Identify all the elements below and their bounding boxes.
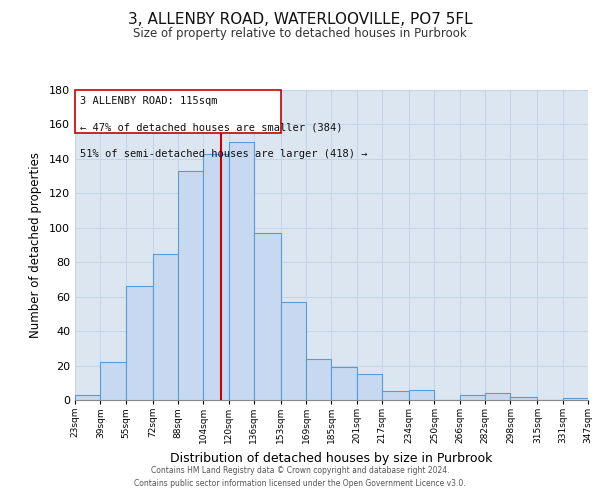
Bar <box>75 395 100 400</box>
Bar <box>152 254 178 400</box>
Bar <box>100 362 125 400</box>
Bar <box>125 286 152 400</box>
Text: Contains HM Land Registry data © Crown copyright and database right 2024.
Contai: Contains HM Land Registry data © Crown c… <box>134 466 466 487</box>
Text: Size of property relative to detached houses in Purbrook: Size of property relative to detached ho… <box>133 28 467 40</box>
Text: ← 47% of detached houses are smaller (384): ← 47% of detached houses are smaller (38… <box>80 122 343 132</box>
Bar <box>409 390 434 400</box>
Text: 3 ALLENBY ROAD: 115sqm: 3 ALLENBY ROAD: 115sqm <box>80 96 218 106</box>
Bar <box>254 233 281 400</box>
Bar <box>563 398 588 400</box>
Bar <box>511 396 538 400</box>
Bar <box>306 358 331 400</box>
Bar <box>357 374 382 400</box>
Text: 3, ALLENBY ROAD, WATERLOOVILLE, PO7 5FL: 3, ALLENBY ROAD, WATERLOOVILLE, PO7 5FL <box>128 12 472 28</box>
Bar <box>203 154 229 400</box>
Bar <box>229 142 254 400</box>
Text: 51% of semi-detached houses are larger (418) →: 51% of semi-detached houses are larger (… <box>80 149 368 159</box>
Bar <box>178 171 203 400</box>
Bar <box>485 393 511 400</box>
X-axis label: Distribution of detached houses by size in Purbrook: Distribution of detached houses by size … <box>170 452 493 464</box>
FancyBboxPatch shape <box>75 90 281 133</box>
Bar <box>460 395 485 400</box>
Bar <box>331 368 357 400</box>
Y-axis label: Number of detached properties: Number of detached properties <box>29 152 42 338</box>
Bar <box>281 302 306 400</box>
Bar <box>382 392 409 400</box>
